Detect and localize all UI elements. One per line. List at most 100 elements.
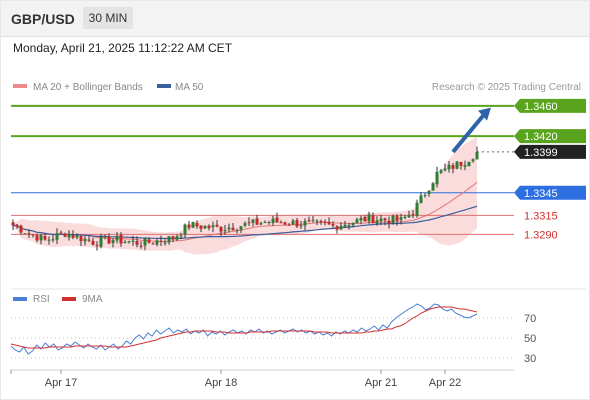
candle-body <box>379 218 383 222</box>
level-tag-1.3399 <box>514 144 586 159</box>
candle-body <box>31 234 35 236</box>
candle-body <box>79 236 83 242</box>
candle-body <box>63 233 67 237</box>
target-arrow-shaft <box>451 113 486 154</box>
candle-body <box>295 219 299 227</box>
candle-body <box>247 222 251 224</box>
candle-body <box>47 239 51 241</box>
candle-body <box>255 218 259 225</box>
bollinger-band <box>13 136 477 255</box>
timeframe-button[interactable]: 30 MIN <box>83 7 133 29</box>
legend-ma50-label: MA 50 <box>175 82 204 93</box>
candle-body <box>323 221 327 224</box>
candle-body <box>307 220 311 222</box>
candle-body <box>151 243 155 245</box>
legend-rsi-ma-label: 9MA <box>82 294 103 305</box>
level-label-1.3460: 1.3460 <box>524 101 558 113</box>
candle-body <box>139 245 143 247</box>
candle-body <box>311 219 315 221</box>
candle-body <box>99 236 103 247</box>
candle-body <box>87 239 91 241</box>
symbol-label: GBP/USD <box>11 11 75 27</box>
candle-body <box>355 219 359 224</box>
candle-body <box>431 183 435 191</box>
candle-body <box>319 220 323 222</box>
candle-body <box>263 222 267 224</box>
candle-body <box>127 241 131 243</box>
candle-body <box>251 219 255 223</box>
level-tag-1.3460 <box>514 98 586 113</box>
candle-body <box>475 151 479 160</box>
candle-body <box>199 225 203 229</box>
legend-rsi-ma-swatch <box>62 297 76 301</box>
candle-body <box>183 224 187 235</box>
candle-body <box>267 222 271 224</box>
candle-body <box>439 170 443 173</box>
candle-body <box>443 168 447 171</box>
candle-body <box>403 216 407 218</box>
candle-body <box>91 240 95 245</box>
candle-body <box>467 161 471 167</box>
level-tag-1.3420 <box>514 129 586 144</box>
candle-body <box>371 215 375 224</box>
candle-body <box>55 233 59 240</box>
candle-body <box>71 235 75 238</box>
candle-body <box>39 235 43 241</box>
candle-body <box>131 240 135 242</box>
candle-body <box>459 161 463 166</box>
candle-body <box>359 217 363 221</box>
candle-body <box>343 224 347 227</box>
rsi-tick-50: 50 <box>524 333 536 345</box>
rsi-ma-line <box>10 306 478 349</box>
candle-body <box>15 224 19 227</box>
candle-body <box>271 218 275 223</box>
candle-body <box>227 227 231 230</box>
candle-body <box>83 238 87 242</box>
candle-body <box>119 235 123 244</box>
candle-body <box>363 216 367 222</box>
candle-body <box>215 224 219 227</box>
chart-datetime: Monday, April 21, 2025 11:12:22 AM CET <box>13 41 233 55</box>
candle-body <box>143 238 147 246</box>
candle-body <box>159 240 163 242</box>
candle-body <box>435 171 439 185</box>
header-bar: GBP/USD 30 MIN <box>0 0 590 37</box>
x-tick-label-Apr 17: Apr 17 <box>45 377 77 389</box>
candle-body <box>423 194 427 196</box>
candle-body <box>335 226 339 230</box>
candle-body <box>339 225 343 230</box>
rsi-tick-30: 30 <box>524 353 536 365</box>
candle-body <box>103 236 107 238</box>
candle-body <box>155 240 159 245</box>
candle-body <box>279 222 283 224</box>
x-tick-label-Apr 22: Apr 22 <box>429 377 461 389</box>
candle-body <box>291 220 295 225</box>
candle-body <box>351 222 355 226</box>
candle-body <box>27 233 31 235</box>
candle-body <box>447 164 451 170</box>
candle-body <box>223 230 227 232</box>
candle-body <box>107 236 111 244</box>
legend-rsi-swatch <box>13 297 27 301</box>
candle-body <box>419 195 423 204</box>
level-tag-1.3345 <box>514 185 586 200</box>
candle-body <box>19 225 23 233</box>
candle-body <box>375 220 379 224</box>
candle-body <box>471 159 475 162</box>
ma50-line <box>12 205 478 240</box>
level-label-1.3290: 1.3290 <box>524 229 558 241</box>
candle-body <box>35 235 39 241</box>
candle-body <box>387 220 391 224</box>
x-tick-label-Apr 18: Apr 18 <box>205 377 237 389</box>
candle-body <box>399 217 403 220</box>
target-arrow-head <box>478 107 491 121</box>
legend-rsi-label: RSI <box>33 294 50 305</box>
candle-body <box>327 221 331 225</box>
candle-body <box>383 218 387 221</box>
candle-body <box>243 223 247 226</box>
candle-body <box>275 217 279 223</box>
candle-body <box>315 220 319 222</box>
candles-group <box>11 146 479 251</box>
candle-body <box>43 236 47 240</box>
